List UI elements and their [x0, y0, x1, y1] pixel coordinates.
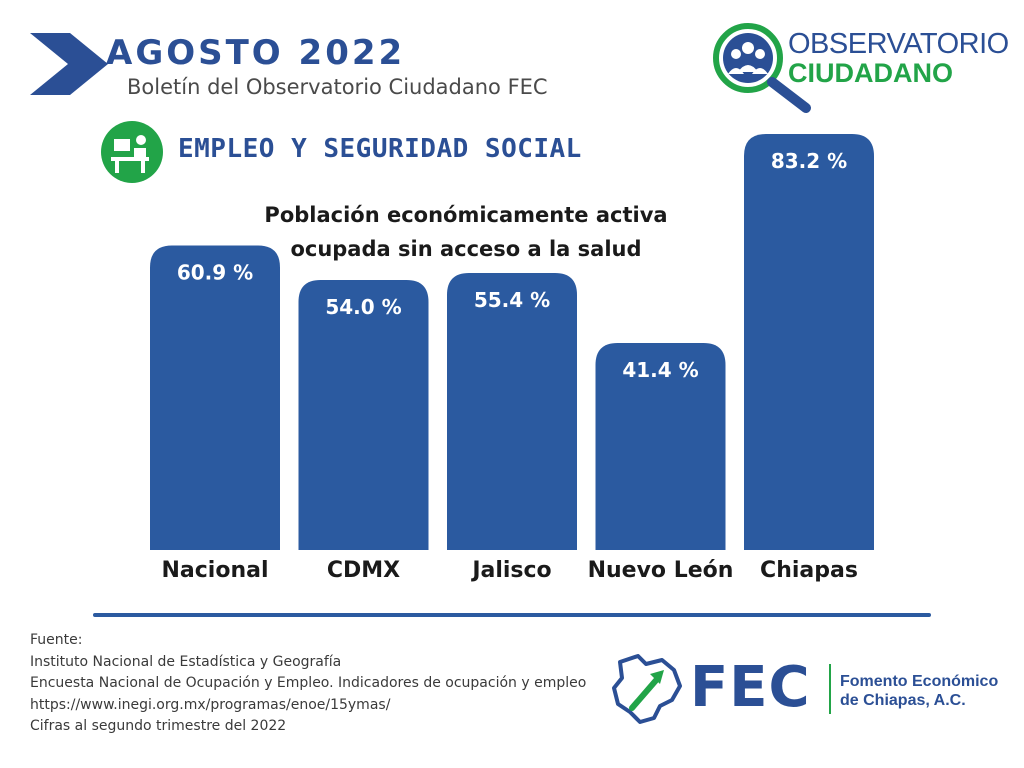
category-label: Jalisco	[470, 558, 551, 583]
fec-logo-text: FEC	[690, 655, 811, 720]
source-notes: Fuente: Instituto Nacional de Estadístic…	[30, 630, 586, 738]
bar	[298, 280, 429, 550]
bar-value-label: 60.9 %	[177, 261, 253, 285]
observatorio-logo: OBSERVATORIO CIUDADANO	[706, 20, 1009, 115]
chart-title-line-2: ocupada sin acceso a la salud	[290, 237, 642, 261]
bulletin-subtitle: Boletín del Observatorio Ciudadano FEC	[127, 75, 548, 99]
bar	[744, 134, 874, 550]
category-label: CDMX	[327, 558, 400, 583]
bar	[595, 343, 726, 550]
source-line: Fuente:	[30, 632, 83, 648]
chevron-arrow-icon	[30, 33, 108, 95]
section-title: EMPLEO Y SEGURIDAD SOCIAL	[178, 134, 582, 164]
logo-text-ciudadano: CIUDADANO	[788, 58, 953, 88]
chart-title-line-1: Población económicamente activa	[264, 203, 668, 227]
bar-value-label: 55.4 %	[474, 288, 550, 312]
bulletin-month: AGOSTO 2022	[106, 33, 406, 73]
category-label: Nacional	[161, 558, 268, 583]
magnifier-people-icon	[713, 23, 811, 113]
chiapas-map-arrow-icon	[612, 654, 682, 724]
bar-value-label: 41.4 %	[622, 358, 698, 382]
bar-chart: 60.9 % Nacional 54.0 % CDMX 55.4 % Jalisco 41.…	[150, 134, 874, 583]
fec-name-line-2: de Chiapas, A.C.	[840, 692, 966, 709]
bar-value-label: 83.2 %	[771, 149, 847, 173]
fec-name-line-1: Fomento Económico	[840, 673, 999, 690]
bar	[447, 273, 577, 550]
bar-value-label: 54.0 %	[325, 295, 401, 319]
logo-text-observatorio: OBSERVATORIO	[788, 28, 1009, 60]
source-line: https://www.inegi.org.mx/programas/enoe/…	[30, 696, 391, 713]
source-line: Instituto Nacional de Estadística y Geog…	[30, 653, 342, 670]
chart-title: Población económicamente activa ocupada …	[226, 198, 706, 266]
divider-line	[93, 613, 931, 617]
category-label: Chiapas	[760, 558, 858, 583]
worker-at-desk-icon	[101, 121, 163, 183]
fec-full-name: Fomento Económico de Chiapas, A.C.	[840, 672, 998, 710]
category-label: Nuevo León	[588, 558, 734, 583]
source-line: Cifras al segundo trimestre del 2022	[30, 718, 287, 734]
bar	[150, 245, 280, 550]
fec-separator	[829, 664, 831, 714]
source-line: Encuesta Nacional de Ocupación y Empleo.…	[30, 675, 587, 691]
